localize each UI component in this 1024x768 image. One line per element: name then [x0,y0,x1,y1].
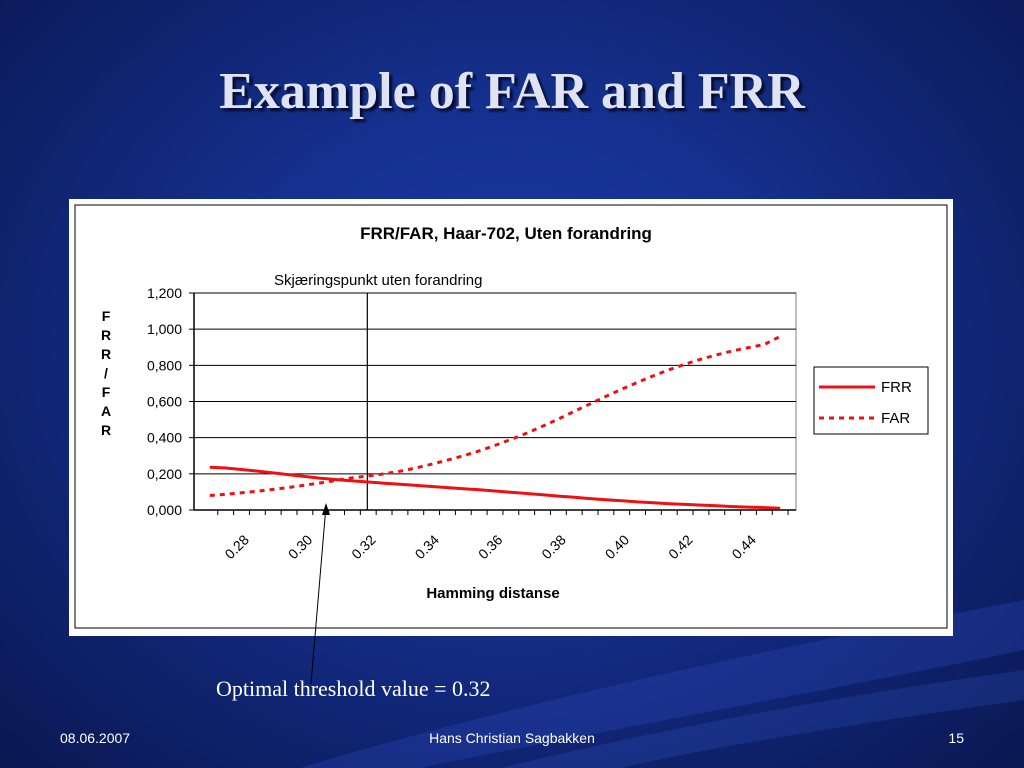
legend-label-far: FAR [881,410,910,427]
y-axis-label-char: A [101,403,111,419]
footer-author: Hans Christian Sagbakken [429,730,595,746]
chart-title: FRR/FAR, Haar-702, Uten forandring [360,224,652,243]
x-tick-label: 0.44 [728,531,759,562]
y-tick-label: 0,600 [147,394,182,410]
x-tick-label: 0.40 [602,531,633,562]
y-tick-label: 0,000 [147,502,182,518]
caption: Optimal threshold value = 0.32 [216,676,491,701]
legend-box [813,366,929,435]
y-tick-label: 1,000 [147,321,182,337]
y-tick-label: 0,800 [147,357,182,373]
y-tick-label: 0,400 [147,430,182,446]
y-axis-label-char: / [104,365,108,381]
x-tick-label: 0.38 [538,531,569,562]
series-line-far [209,335,781,497]
y-axis-label: FRR/FAR [101,308,111,438]
series-line-frr [209,465,781,510]
chart-panel: FRR/FAR, Haar-702, Uten forandring Skjær… [69,199,953,636]
footer-date: 08.06.2007 [60,730,131,746]
x-tick-label: 0.34 [412,531,443,562]
y-axis-label-char: R [101,422,111,438]
y-tick-label: 0,200 [147,466,182,482]
annotation-label: Skjæringspunkt uten forandring [274,272,482,289]
footer-page-number: 15 [948,730,964,746]
chart-inner-border [74,204,948,629]
x-tick-label: 0.30 [285,531,316,562]
x-tick-label: 0.28 [221,531,252,562]
x-tick-label: 0.32 [348,531,379,562]
x-tick-label: 0.42 [665,531,696,562]
y-axis-label-char: R [101,346,111,362]
legend-label-frr: FRR [881,379,912,396]
chart: FRR/FAR, Haar-702, Uten forandring Skjær… [74,204,948,629]
y-axis-label-char: F [102,308,111,324]
x-tick-label: 0.36 [475,531,506,562]
x-axis-label: Hamming distanse [426,585,559,602]
slide-title: Example of FAR and FRR [219,63,805,120]
y-axis-label-char: F [102,384,111,400]
y-tick-label: 1,200 [147,285,182,301]
y-axis-label-char: R [101,327,111,343]
